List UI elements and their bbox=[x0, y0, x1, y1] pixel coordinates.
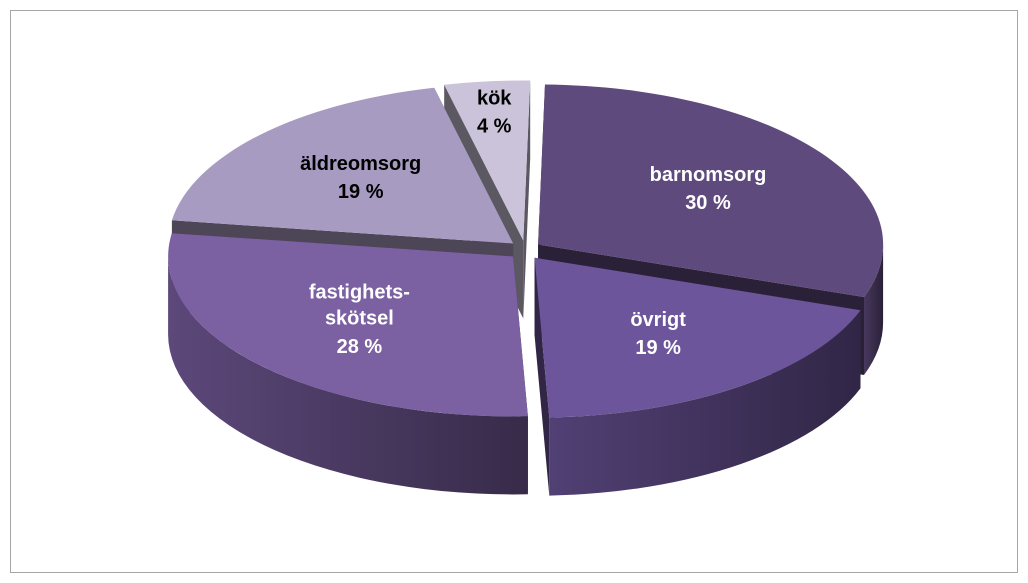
slice-value-label: 30 % bbox=[685, 192, 731, 214]
slice-label: barnomsorg bbox=[650, 164, 767, 186]
slice-value-label: 4 % bbox=[477, 115, 512, 137]
pie-labels: barnomsorg 30 % övrigt 19 % fastighets-sköts… bbox=[300, 87, 766, 359]
slice bbox=[534, 257, 861, 418]
label-line: skötsel bbox=[325, 308, 394, 330]
slice bbox=[444, 80, 531, 241]
slice-wall bbox=[523, 80, 531, 319]
slice-label: äldreomsorg bbox=[300, 153, 421, 175]
slice-label: kök bbox=[477, 87, 512, 109]
slice bbox=[538, 84, 884, 297]
slice-side bbox=[549, 310, 861, 496]
slice-value-label: 19 % bbox=[635, 337, 681, 359]
slice bbox=[171, 87, 514, 244]
slice-side bbox=[864, 244, 884, 375]
slice-wall bbox=[534, 257, 550, 496]
slice-value-label: 19 % bbox=[338, 181, 384, 203]
slice-side bbox=[168, 256, 528, 495]
slice bbox=[168, 233, 528, 417]
slice-value-label: 28 % bbox=[337, 336, 383, 358]
pie-tops bbox=[168, 80, 884, 418]
slice-label: fastighets-skötsel bbox=[309, 282, 410, 330]
label-line: fastighets- bbox=[309, 282, 410, 304]
slice-label: övrigt bbox=[630, 309, 686, 331]
